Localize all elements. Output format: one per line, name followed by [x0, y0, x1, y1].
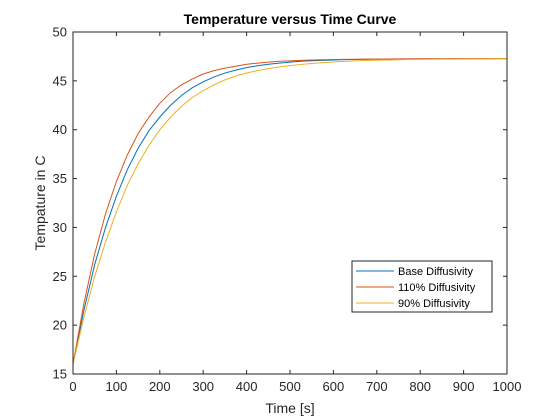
y-axis-label: Tempature in C [32, 156, 48, 251]
y-tick-label: 40 [53, 122, 67, 137]
x-axis-label: Time [s] [265, 400, 314, 416]
x-tick-label: 600 [323, 379, 345, 394]
y-tick-label: 25 [53, 269, 67, 284]
legend: Base Diffusivity 110% Diffusivity 90% Diff… [351, 260, 493, 313]
x-tick-label: 900 [453, 379, 475, 394]
x-tick-label: 400 [236, 379, 258, 394]
plot-area-background [73, 32, 507, 374]
x-tick-label: 200 [149, 379, 171, 394]
series-line-2 [72, 58, 507, 365]
y-tick-label: 20 [53, 318, 67, 333]
x-tick-label: 0 [69, 379, 76, 394]
x-tick-label: 100 [106, 379, 128, 394]
y-tick-label: 35 [53, 171, 67, 186]
x-tick-label: 700 [366, 379, 388, 394]
y-tick-label: 30 [53, 220, 67, 235]
legend-label-1: 110% Diffusivity [398, 282, 476, 294]
x-tick-label: 1000 [493, 379, 522, 394]
x-tick-label: 500 [279, 379, 301, 394]
x-tick-label: 800 [409, 379, 431, 394]
y-tick-label: 50 [53, 25, 67, 40]
chart-title: Temperature versus Time Curve [184, 11, 397, 27]
legend-label-2: 90% Diffusivity [398, 298, 470, 310]
series-group [72, 58, 507, 365]
y-tick-label: 15 [53, 367, 67, 382]
legend-label-0: Base Diffusivity [398, 266, 473, 278]
y-tick-label: 45 [53, 73, 67, 88]
x-tick-label: 300 [192, 379, 214, 394]
ticks-group: 0 100 200 300 400 500 600 700 800 900 1000 15 20 25 30… [53, 25, 522, 395]
